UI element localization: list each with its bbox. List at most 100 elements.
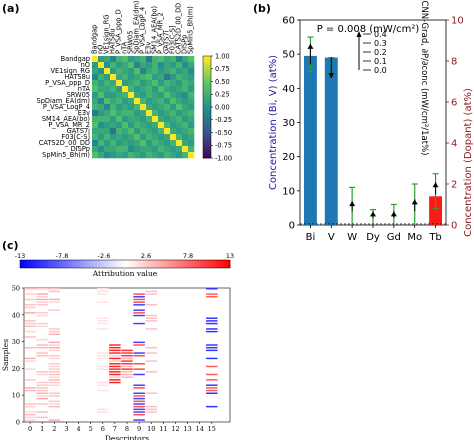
attribution-cell (206, 365, 218, 368)
attribution-cell (24, 346, 36, 349)
heatmap-cell (140, 152, 147, 159)
heatmap-cell (140, 116, 147, 123)
heatmap-cell (158, 74, 165, 81)
attribution-cell (121, 360, 133, 362)
heatmap-cell (182, 56, 189, 63)
attribution-cell (48, 405, 61, 408)
heatmap-cell (158, 98, 165, 105)
attribution-cell (109, 379, 121, 381)
heatmap-cell (146, 122, 153, 129)
heatmap-cell (176, 134, 183, 141)
colorbar-segment (203, 63, 211, 67)
colorbar-segment (128, 260, 133, 268)
heatmap-cell (188, 62, 195, 69)
attribution-cell (48, 328, 61, 330)
colorbar-segment (203, 137, 211, 141)
heatmap-cell (188, 56, 195, 63)
heatmap-cell (122, 110, 129, 117)
heatmap-cell (116, 80, 123, 87)
heatmap-cell (98, 128, 105, 135)
heatmap-cell (152, 128, 159, 135)
left-axis-tick-label: 10 (282, 186, 295, 197)
attribution-cell (133, 355, 145, 357)
heatmap-cell (158, 62, 165, 69)
heatmap-cell (110, 128, 117, 135)
heatmap-cell (134, 140, 141, 147)
attribution-cell (97, 408, 109, 411)
x-tick-label: 14 (196, 425, 204, 433)
attribution-cell (121, 352, 133, 354)
attribution-cell (48, 392, 61, 394)
colorbar-segment (203, 147, 211, 151)
heatmap-cell (116, 128, 123, 135)
heatmap-cell (170, 104, 177, 111)
attribution-cell (36, 314, 48, 317)
attribution-cell (36, 352, 48, 354)
row-label: SRW05 (67, 91, 90, 99)
attribution-cell (133, 400, 145, 403)
heatmap-cell (164, 134, 171, 141)
heatmap-cell (104, 62, 111, 69)
attribution-cell (36, 301, 48, 303)
attribution-cell (206, 296, 218, 298)
colorbar-segment (34, 260, 38, 268)
heatmap-cell (164, 128, 171, 135)
attribution-cell (36, 403, 48, 405)
heatmap-cell (134, 56, 141, 63)
heatmap-cell (110, 110, 117, 117)
heatmap-cell (104, 68, 111, 75)
row-label: SM14_AEA(bo) (42, 115, 90, 123)
attribution-cell (48, 381, 61, 384)
attribution-cell (145, 317, 157, 319)
colorbar-segment (203, 145, 211, 149)
heatmap-cell (128, 122, 135, 129)
heatmap-cell (188, 74, 195, 81)
colorbar-segment (97, 260, 101, 268)
colorbar-tick-label: 1.00 (215, 52, 230, 60)
heatmap-cell (164, 80, 171, 87)
heatmap-cell (122, 128, 129, 135)
colorbar-segment (23, 260, 28, 268)
attribution-cell (109, 376, 121, 378)
attribution-cell (109, 349, 121, 352)
column-label: P_VSA_ppp_D (115, 9, 123, 54)
attribution-cell (48, 376, 61, 378)
correlation-heatmap: BandgapBandgapnOnOVE1sign_RGVE1sign_RGHA… (37, 1, 233, 163)
colorbar-segment (203, 152, 211, 156)
attribution-cell (109, 371, 121, 373)
heatmap-cell (92, 122, 99, 129)
colorbar-segment (170, 260, 175, 268)
colorbar-segment (55, 260, 59, 268)
attribution-cell (24, 368, 36, 370)
heatmap-cell (182, 80, 189, 87)
heatmap-cell (92, 104, 99, 111)
heatmap-cell (92, 152, 99, 159)
colorbar-segment (226, 260, 231, 268)
heatmap-cell (152, 152, 159, 159)
attribution-cell (36, 344, 48, 346)
row-label: E3v (78, 109, 90, 117)
heatmap-cell (140, 104, 147, 111)
attribution-cell (133, 395, 145, 397)
heatmap-cell (92, 98, 99, 105)
heatmap-cell (158, 110, 165, 117)
legend-entry: 0.2 (374, 48, 387, 57)
heatmap-cell (122, 122, 129, 129)
attribution-cell (36, 371, 48, 373)
row-label: CATS2D_00_DD (39, 139, 90, 147)
heatmap-cell (158, 116, 165, 123)
attribution-cell (36, 304, 48, 306)
column-label: P_VSA_LogP_4 (139, 7, 147, 54)
x-axis-tick-label: Mo (407, 232, 422, 243)
attribution-cell (206, 320, 218, 322)
heatmap-cell (170, 80, 177, 87)
heatmap-cell (164, 74, 171, 81)
heatmap-cell (164, 104, 171, 111)
heatmap-cell (104, 56, 111, 63)
colorbar-segment (114, 260, 119, 268)
attribution-cell (133, 352, 145, 354)
column-label: SRW05 (127, 31, 135, 54)
colorbar-tick-label: -2.6 (98, 252, 111, 260)
heatmap-cell (152, 98, 159, 105)
heatmap-cell (176, 104, 183, 111)
